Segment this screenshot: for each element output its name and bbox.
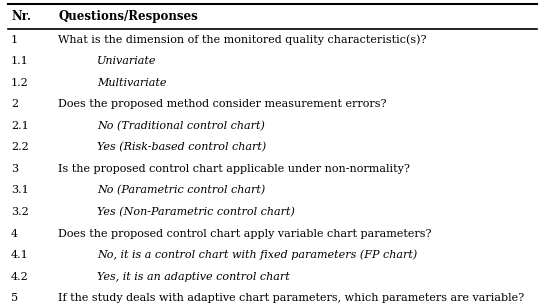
Text: 1.2: 1.2 xyxy=(11,78,29,88)
Text: 4.2: 4.2 xyxy=(11,271,29,282)
Text: If the study deals with adaptive chart parameters, which parameters are variable: If the study deals with adaptive chart p… xyxy=(58,293,525,303)
Text: 2: 2 xyxy=(11,99,18,109)
Text: Questions/Responses: Questions/Responses xyxy=(58,10,198,23)
Text: No (Traditional control chart): No (Traditional control chart) xyxy=(97,121,265,131)
Text: 3.1: 3.1 xyxy=(11,185,29,196)
Text: No, it is a control chart with fixed parameters (FP chart): No, it is a control chart with fixed par… xyxy=(97,250,418,260)
Text: Does the proposed control chart apply variable chart parameters?: Does the proposed control chart apply va… xyxy=(58,228,432,239)
Text: 3: 3 xyxy=(11,164,18,174)
Text: Yes (Non-Parametric control chart): Yes (Non-Parametric control chart) xyxy=(97,207,295,217)
Text: 4: 4 xyxy=(11,228,18,239)
Text: 1: 1 xyxy=(11,35,18,45)
Text: 1.1: 1.1 xyxy=(11,56,29,66)
Text: 2.1: 2.1 xyxy=(11,121,29,131)
Text: What is the dimension of the monitored quality characteristic(s)?: What is the dimension of the monitored q… xyxy=(58,34,427,45)
Text: Univariate: Univariate xyxy=(97,56,157,66)
Text: Is the proposed control chart applicable under non-normality?: Is the proposed control chart applicable… xyxy=(58,164,410,174)
Text: 4.1: 4.1 xyxy=(11,250,29,260)
Text: Does the proposed method consider measurement errors?: Does the proposed method consider measur… xyxy=(58,99,387,109)
Text: No (Parametric control chart): No (Parametric control chart) xyxy=(97,185,266,196)
Text: Multivariate: Multivariate xyxy=(97,78,167,88)
Text: 5: 5 xyxy=(11,293,18,303)
Text: 3.2: 3.2 xyxy=(11,207,29,217)
Text: Yes, it is an adaptive control chart: Yes, it is an adaptive control chart xyxy=(97,271,290,282)
Text: Yes (Risk-based control chart): Yes (Risk-based control chart) xyxy=(97,142,267,152)
Text: Nr.: Nr. xyxy=(11,10,31,23)
Text: 2.2: 2.2 xyxy=(11,142,29,152)
